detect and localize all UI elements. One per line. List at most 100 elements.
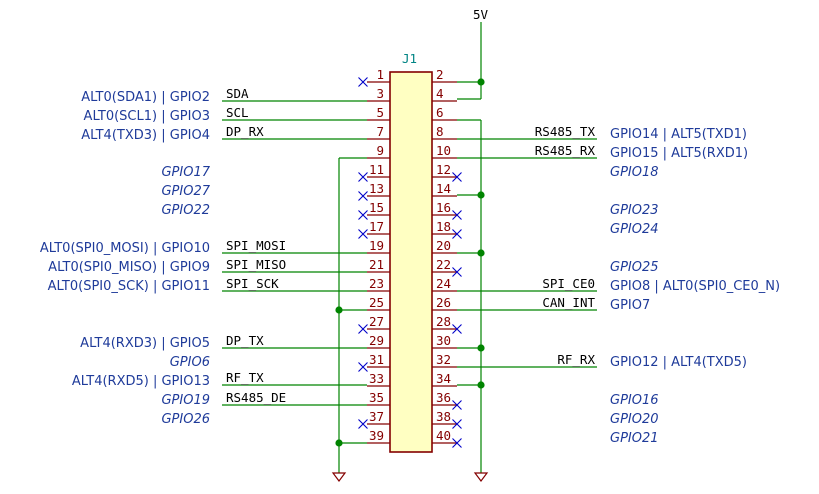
- gpio-label: ALT4(RXD3) | GPIO5: [80, 336, 210, 351]
- gpio-label: GPIO17: [161, 165, 210, 180]
- pin-number: 35: [369, 390, 384, 405]
- gpio-annotations-right: GPIO14 | ALT5(TXD1) GPIO15 | ALT5(RXD1) …: [610, 127, 780, 446]
- power-label-5v: 5V: [473, 7, 489, 22]
- gpio-label: GPIO22: [161, 203, 210, 218]
- pin-number: 21: [369, 257, 384, 272]
- pin-number: 27: [369, 314, 384, 329]
- pin-number: 29: [369, 333, 384, 348]
- gpio-label: GPIO25: [610, 260, 659, 275]
- no-connect-icon: [452, 229, 462, 239]
- no-connect-icon: [452, 267, 462, 277]
- pin-number: 39: [369, 428, 384, 443]
- pin-number: 20: [436, 238, 451, 253]
- ground-icon: [473, 472, 489, 482]
- pin-number: 38: [436, 409, 451, 424]
- connector-reference: J1: [402, 51, 417, 66]
- pin-number: 26: [436, 295, 451, 310]
- pin-number: 6: [436, 105, 444, 120]
- pin-number: 36: [436, 390, 451, 405]
- pin-number: 34: [436, 371, 451, 386]
- no-connect-icon: [358, 77, 368, 87]
- gpio-label: GPIO14 | ALT5(TXD1): [610, 127, 747, 142]
- net-label: RF_RX: [557, 352, 595, 367]
- no-connect-icon: [452, 210, 462, 220]
- wires: [222, 22, 597, 473]
- no-connect-icon: [452, 172, 462, 182]
- gpio-label: ALT0(SCL1) | GPIO3: [84, 109, 210, 124]
- gpio-label: ALT0(SDA1) | GPIO2: [81, 90, 210, 105]
- pin-number: 16: [436, 200, 451, 215]
- gpio-label: GPIO16: [610, 393, 659, 408]
- gpio-label: GPIO12 | ALT4(TXD5): [610, 355, 747, 370]
- pin-number: 17: [369, 219, 384, 234]
- net-label: SPI_MOSI: [226, 238, 286, 253]
- connector-body: [389, 71, 433, 453]
- no-connect-icon: [358, 191, 368, 201]
- pin-number: 5: [376, 105, 384, 120]
- pin-number: 12: [436, 162, 451, 177]
- pin-number: 25: [369, 295, 384, 310]
- net-label: SPI_MISO: [226, 257, 286, 272]
- pin-number: 14: [436, 181, 451, 196]
- gpio-label: GPIO7: [610, 298, 650, 313]
- net-label: SPI_SCK: [226, 276, 279, 291]
- ground-icon: [331, 472, 347, 482]
- no-connect-icon: [358, 324, 368, 334]
- junction-dot: [335, 306, 343, 314]
- pin-number: 4: [436, 86, 444, 101]
- net-label: DP_TX: [226, 333, 264, 348]
- net-label: RS485_DE: [226, 390, 286, 405]
- junction-dot: [477, 381, 485, 389]
- pin-stubs: [367, 81, 457, 444]
- pin-number: 1: [376, 67, 384, 82]
- net-label: RS485_TX: [535, 124, 596, 139]
- pin-number: 11: [369, 162, 384, 177]
- no-connect-icon: [452, 419, 462, 429]
- pin-number: 33: [369, 371, 384, 386]
- gpio-label: GPIO21: [610, 431, 659, 446]
- no-connect-icon: [358, 362, 368, 372]
- pin-number: 24: [436, 276, 451, 291]
- net-label: SPI_CE0: [542, 276, 595, 291]
- pin-number: 31: [369, 352, 384, 367]
- no-connect-icon: [358, 172, 368, 182]
- gpio-label: GPIO15 | ALT5(RXD1): [610, 146, 748, 161]
- no-connect-icon: [358, 229, 368, 239]
- pin-number: 23: [369, 276, 384, 291]
- no-connect-marks: [358, 77, 462, 448]
- gpio-label: ALT0(SPI0_MISO) | GPIO9: [48, 260, 210, 275]
- pin-number: 32: [436, 352, 451, 367]
- net-label: CAN_INT: [542, 295, 595, 310]
- junction-dot: [477, 78, 485, 86]
- gpio-label: ALT4(RXD5) | GPIO13: [72, 374, 210, 389]
- pin-number: 7: [376, 124, 384, 139]
- pin-number: 22: [436, 257, 451, 272]
- pin-number: 15: [369, 200, 384, 215]
- gpio-annotations-left: ALT0(SDA1) | GPIO2 ALT0(SCL1) | GPIO3 AL…: [40, 90, 211, 427]
- net-label: SCL: [226, 105, 249, 120]
- pin-number: 30: [436, 333, 451, 348]
- junction-dot: [477, 191, 485, 199]
- net-label: RF_TX: [226, 370, 264, 385]
- pin-number: 40: [436, 428, 451, 443]
- junction-dot: [477, 249, 485, 257]
- pin-number: 28: [436, 314, 451, 329]
- net-label: DP_RX: [226, 124, 264, 139]
- gpio-label: GPIO24: [610, 222, 659, 237]
- net-labels-left: SDA SCL DP_RX SPI_MOSI SPI_MISO SPI_SCK …: [226, 86, 286, 405]
- pin-number: 13: [369, 181, 384, 196]
- gpio-label: GPIO20: [610, 412, 659, 427]
- gpio-label: GPIO6: [170, 355, 210, 370]
- pin-number: 9: [376, 143, 384, 158]
- no-connect-icon: [452, 438, 462, 448]
- net-label: RS485_RX: [535, 143, 596, 158]
- no-connect-icon: [358, 210, 368, 220]
- junctions: [335, 78, 485, 447]
- gpio-label: ALT4(TXD3) | GPIO4: [81, 128, 210, 143]
- gpio-label: ALT0(SPI0_SCK) | GPIO11: [48, 279, 210, 294]
- gpio-label: GPIO19: [161, 393, 210, 408]
- gpio-label: GPIO23: [610, 203, 659, 218]
- pin-number: 10: [436, 143, 451, 158]
